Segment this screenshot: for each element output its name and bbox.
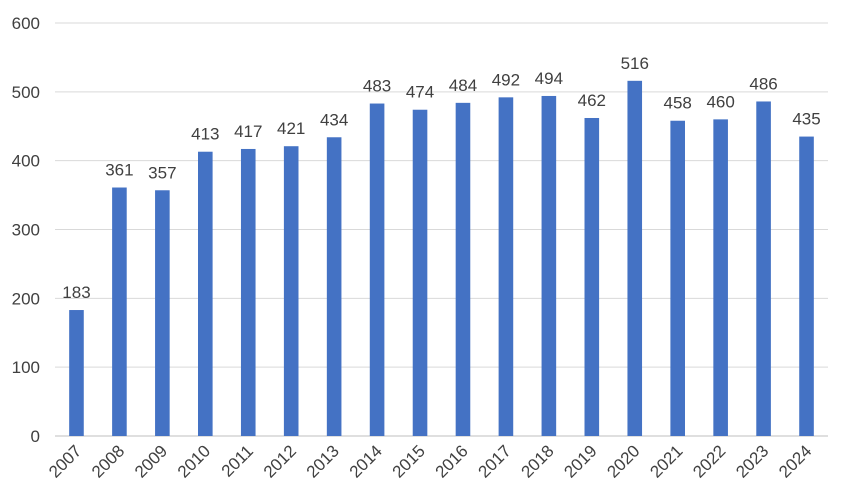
gridlines <box>55 22 828 437</box>
bar-2009 <box>155 190 170 436</box>
bar-2010 <box>198 151 213 437</box>
bar-2020 <box>627 80 643 436</box>
data-label-2007: 183 <box>62 283 90 302</box>
bar-2017 <box>498 97 514 436</box>
data-label-2009: 357 <box>148 163 176 182</box>
data-label-2012: 421 <box>277 119 305 138</box>
bar-2024 <box>799 136 814 436</box>
bar-2007 <box>69 310 84 436</box>
data-label-2022: 460 <box>706 92 734 111</box>
data-label-2019: 462 <box>578 91 606 110</box>
y-tick-label-500: 500 <box>12 83 40 102</box>
data-label-2013: 434 <box>320 110 348 129</box>
x-tick-label-2009: 2009 <box>131 441 171 481</box>
x-tick-label-2010: 2010 <box>174 441 214 481</box>
y-tick-label-600: 600 <box>12 14 40 33</box>
bar-2014 <box>369 103 385 436</box>
bar-2023 <box>756 101 771 436</box>
x-tick-label-2012: 2012 <box>260 441 300 481</box>
bar-2015 <box>412 109 428 436</box>
x-tick-label-2007: 2007 <box>45 441 85 481</box>
x-tick-label-2008: 2008 <box>88 441 128 481</box>
y-tick-label-100: 100 <box>12 358 40 377</box>
x-tick-label-2018: 2018 <box>518 441 558 481</box>
x-tick-label-2016: 2016 <box>432 441 472 481</box>
y-tick-label-200: 200 <box>12 289 40 308</box>
x-tick-label-2014: 2014 <box>346 441 386 481</box>
data-label-2018: 494 <box>535 69 563 88</box>
data-label-2016: 484 <box>449 76 477 95</box>
data-label-2017: 492 <box>492 70 520 89</box>
data-label-2008: 361 <box>105 161 133 180</box>
data-label-2020: 516 <box>621 54 649 73</box>
bar-2019 <box>584 117 600 437</box>
data-label-2014: 483 <box>363 77 391 96</box>
bar-2022 <box>713 119 728 436</box>
bar-2018 <box>541 95 557 437</box>
y-tick-label-400: 400 <box>12 152 40 171</box>
x-tick-label-2021: 2021 <box>646 441 686 481</box>
data-label-2024: 435 <box>792 110 820 129</box>
data-label-2023: 486 <box>749 74 777 93</box>
x-axis-tick-labels: 2007 2008 2009 2010 2011 2012 2013 2014 2015 2016… <box>45 441 815 481</box>
x-tick-label-2022: 2022 <box>689 441 729 481</box>
data-labels: 183 361 357 413 417 421 434 483 474 484 492 494 462 5… <box>62 54 820 302</box>
bar-2016 <box>455 102 471 436</box>
data-label-2021: 458 <box>664 94 692 113</box>
bar-2013 <box>326 137 342 436</box>
data-label-2015: 474 <box>406 83 434 102</box>
y-tick-label-0: 0 <box>31 427 40 446</box>
x-tick-label-2011: 2011 <box>218 441 257 480</box>
bar-2008 <box>112 187 127 436</box>
x-tick-label-2013: 2013 <box>303 441 343 481</box>
x-tick-label-2023: 2023 <box>732 441 772 481</box>
data-label-2010: 413 <box>191 125 219 144</box>
data-label-2011: 417 <box>234 122 262 141</box>
x-tick-label-2019: 2019 <box>560 441 600 481</box>
bar-2021 <box>670 120 685 436</box>
y-tick-label-300: 300 <box>12 221 40 240</box>
x-tick-label-2015: 2015 <box>389 441 429 481</box>
x-tick-label-2020: 2020 <box>603 441 643 481</box>
bar-2011 <box>240 148 256 436</box>
bar-2012 <box>283 146 299 436</box>
y-axis-tick-labels: 0 100 200 300 400 500 600 <box>12 14 40 446</box>
x-tick-label-2017: 2017 <box>475 441 515 481</box>
bars <box>69 80 814 437</box>
x-tick-label-2024: 2024 <box>775 441 815 481</box>
